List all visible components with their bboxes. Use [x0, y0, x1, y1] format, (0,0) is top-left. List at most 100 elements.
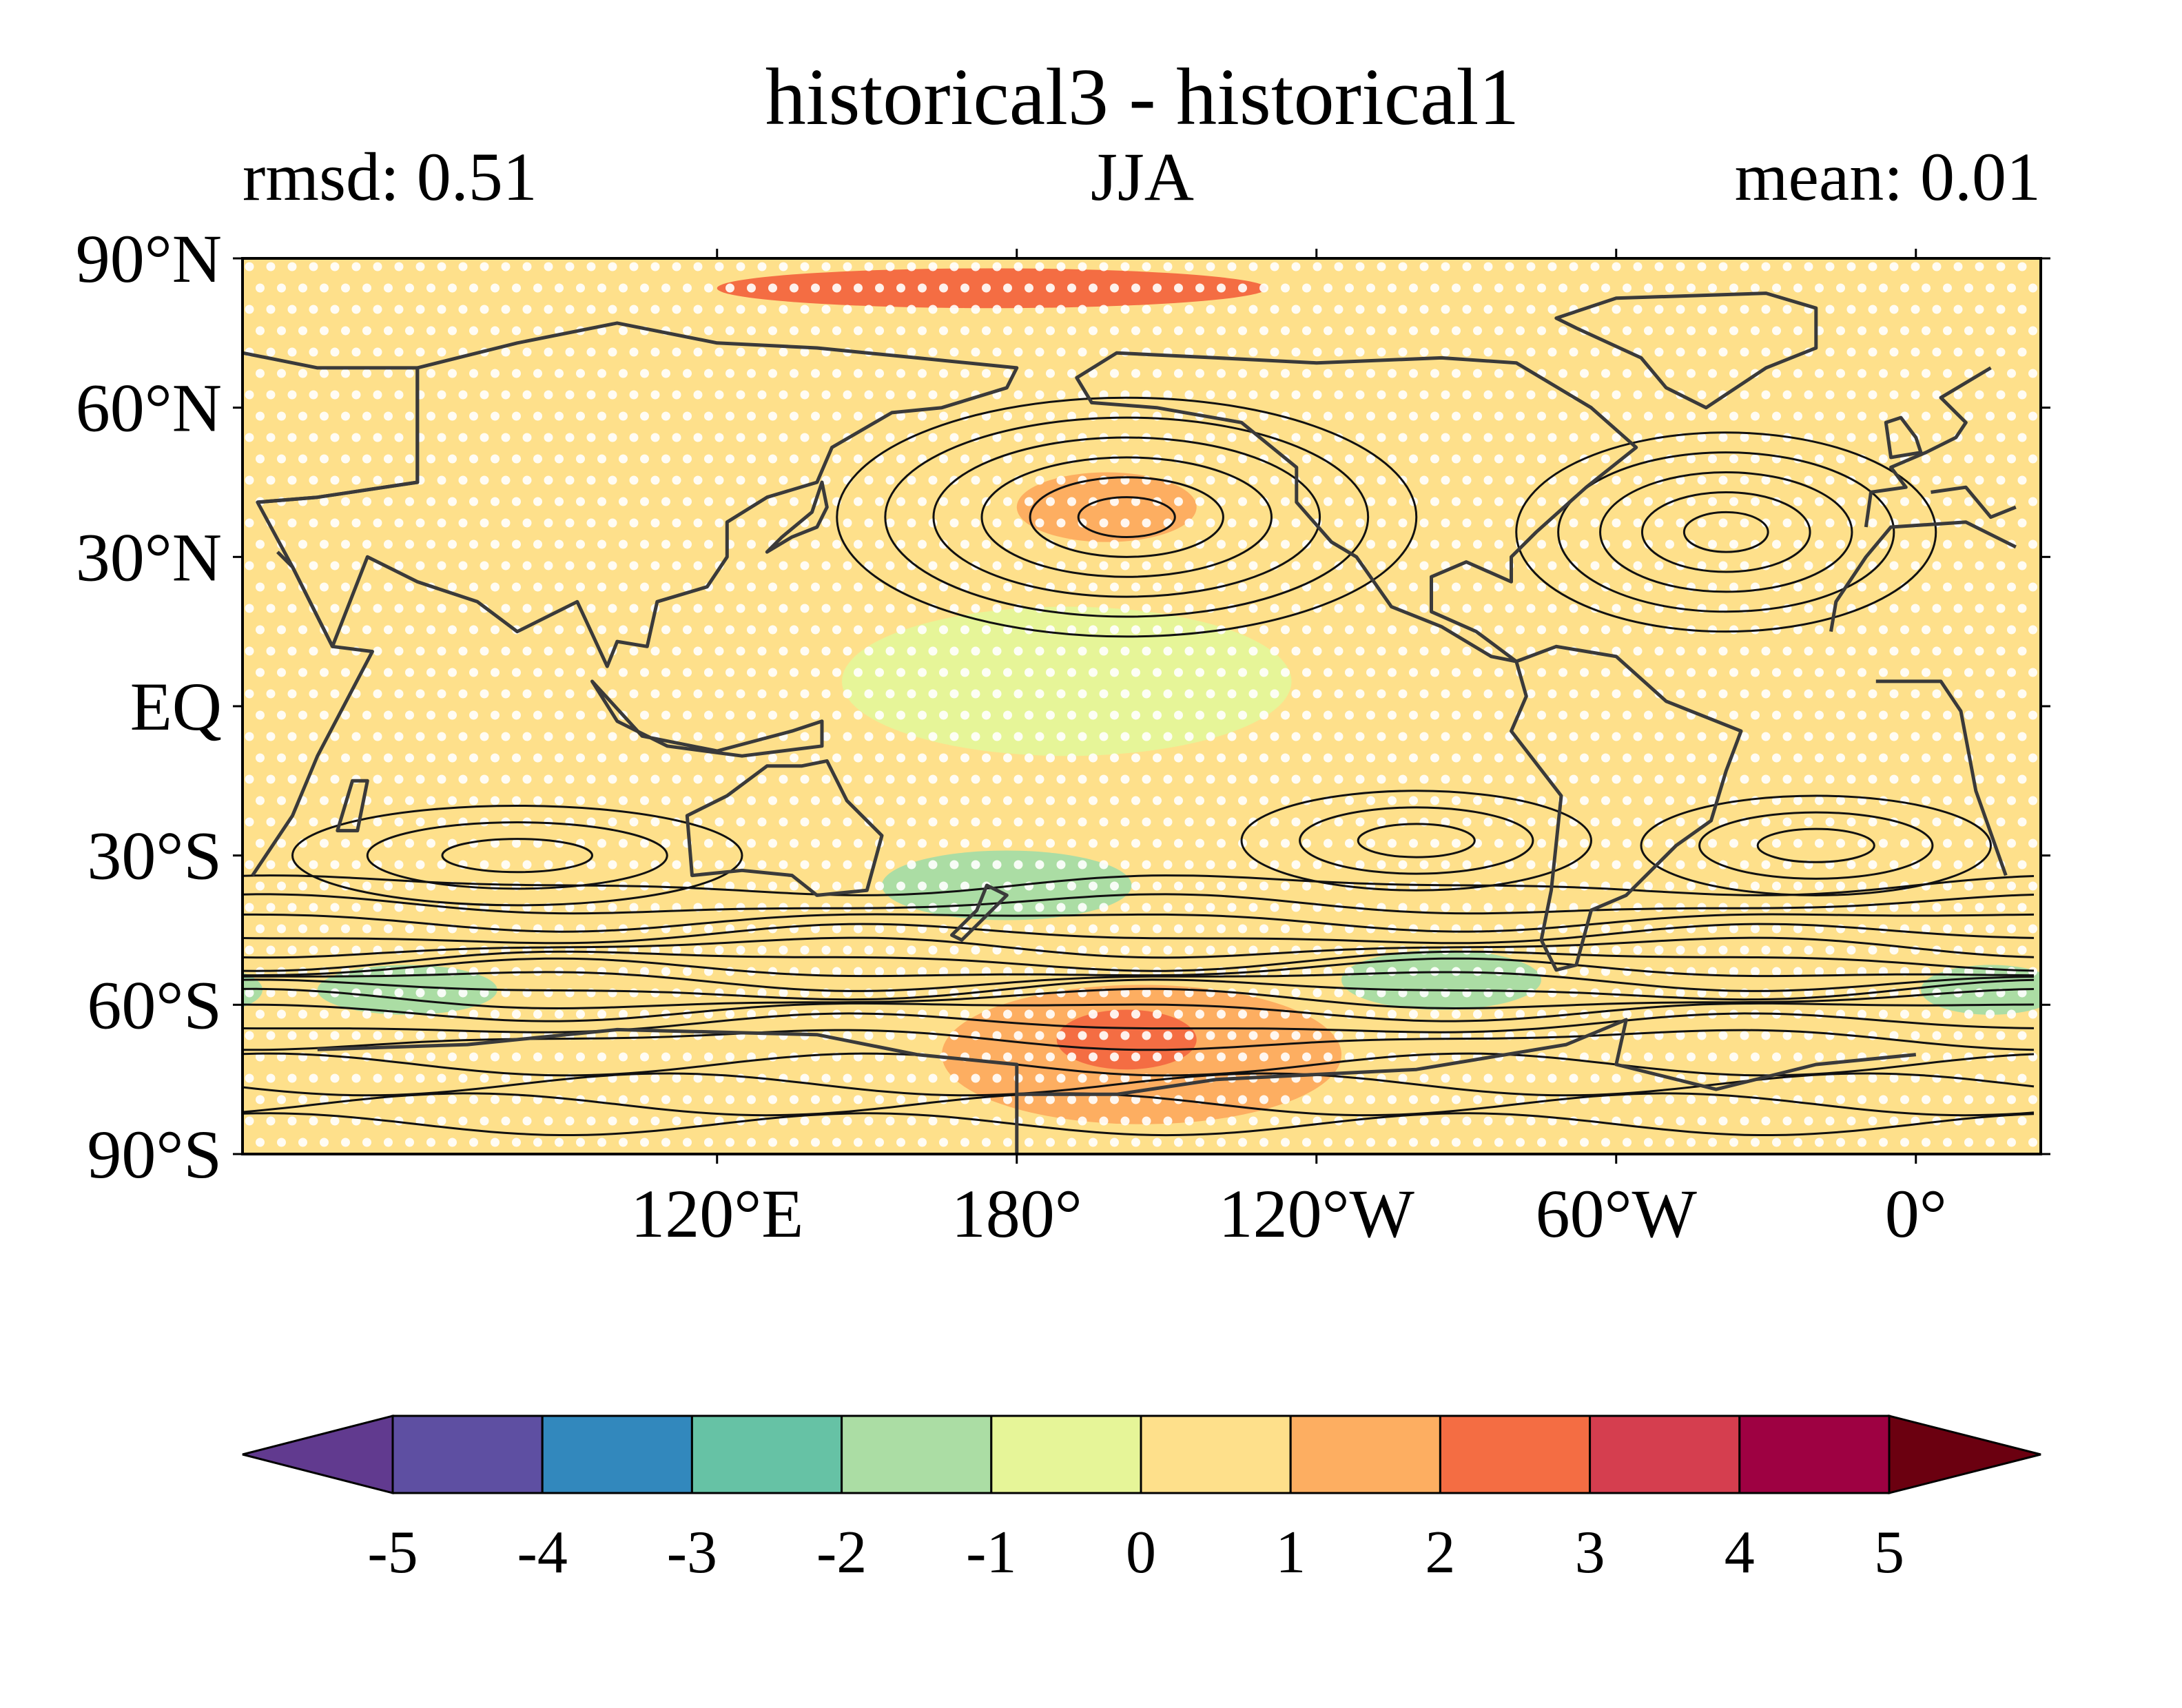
coastline-south-america: [1510, 644, 1743, 972]
mean-annotation: mean: 0.01: [1735, 138, 2041, 215]
colorbar-tick-label: 3: [1575, 1519, 1605, 1586]
lat-tick-label: 60°S: [87, 967, 222, 1043]
colorbar-tick-label: 1: [1275, 1519, 1306, 1586]
contour-north-atlantic-high-4: [1557, 451, 1895, 613]
contour-south-pacific-high-1: [1357, 823, 1476, 858]
significance-stipple: [245, 262, 2037, 1147]
colorbar-segment-6: [1289, 1414, 1441, 1494]
colorbar-under-arrow: [242, 1414, 394, 1494]
colorbar-segment-0: [391, 1414, 544, 1494]
contour-storm-track-2: [243, 913, 2035, 933]
coastlines: [243, 291, 2017, 1154]
rmsd-annotation: rmsd: 0.51: [243, 138, 537, 215]
colorbar-tick-label: 2: [1425, 1519, 1455, 1586]
contour-south-atlantic-high-3: [1640, 794, 1992, 896]
lon-tick-label: 0°: [1885, 1175, 1947, 1252]
contour-antarctic-3: [243, 1112, 2035, 1137]
colorbar-segment-8: [1589, 1414, 1741, 1494]
contour-north-pacific-high-3: [980, 456, 1273, 578]
contour-storm-track-10: [243, 1002, 2035, 1022]
anomaly-patch-north-atlantic-positive: [1591, 497, 1841, 617]
contour-storm-track-6: [243, 957, 2035, 978]
colorbar-segment-1: [541, 1414, 693, 1494]
colorbar-over-arrow: [1888, 1414, 2041, 1494]
lon-tick-label: 120°W: [1219, 1175, 1415, 1252]
contour-storm-track-0: [243, 874, 2035, 896]
contour-storm-track-11: [243, 1012, 2035, 1033]
contour-antarctic-0: [243, 1052, 2035, 1077]
anomaly-patch-indian-negative: [317, 965, 497, 1015]
map-panel: 90°N 60°N 30°N EQ 30°S 60°S 90°S 120°E 180° 120°W…: [76, 220, 2050, 1252]
colorbar-segment-2: [690, 1414, 843, 1494]
colorbar-tick-label: -2: [816, 1519, 867, 1586]
coastline-europe-0: [1864, 366, 1992, 528]
contour-north-atlantic-high-3: [1599, 471, 1853, 593]
coastline-africa-2: [1875, 679, 2008, 876]
colorbar: -5 -4 -3 -2 -1 0 1 2 3 4 5: [242, 1414, 2041, 1586]
coastline-antarctica-1: [1016, 1018, 1917, 1096]
colorbar-segment-4: [990, 1414, 1142, 1494]
contour-storm-track-4: [243, 936, 2035, 959]
coastline-europe-2: [1931, 485, 2017, 519]
lat-tick-label: 90°N: [76, 220, 222, 297]
lat-tick-label: 90°S: [87, 1116, 222, 1193]
lon-tick-label: 120°E: [630, 1175, 803, 1252]
lat-tick-label: 30°N: [76, 519, 222, 595]
anomaly-patch-south-atlantic-positive: [1691, 706, 1941, 856]
coastline-greenland: [1554, 291, 1818, 410]
coastline-indonesia: [590, 679, 824, 758]
colorbar-tick-label: -5: [367, 1519, 418, 1586]
colorbar-tick-label: 0: [1126, 1519, 1156, 1586]
coastline-australia: [685, 759, 884, 897]
lat-tick-label: 60°N: [76, 370, 222, 446]
contour-north-atlantic-high-2: [1640, 491, 1811, 573]
colorbar-tick-label: 5: [1874, 1519, 1904, 1586]
coastline-japan: [765, 480, 829, 554]
contour-antarctic-2: [243, 1092, 2035, 1117]
contour-north-pacific-high-2: [1029, 476, 1224, 558]
coastline-north-america: [1075, 351, 1638, 663]
axis-ticks: 90°N 60°N 30°N EQ 30°S 60°S 90°S 120°E 180° 120°W…: [76, 220, 2050, 1252]
coastline-madagascar: [336, 779, 369, 833]
colorbar-segment-9: [1738, 1414, 1891, 1494]
coastline-new-zealand: [950, 883, 1009, 942]
contour-storm-track-7: [243, 971, 2035, 992]
colorbar-tick-label: 4: [1725, 1519, 1755, 1586]
contour-south-indian-high-3: [291, 804, 743, 907]
contour-storm-track-1: [243, 893, 2035, 915]
contour-south-pacific-high-3: [1240, 790, 1592, 892]
colorbar-segment-3: [841, 1414, 993, 1494]
stipple-dots: [245, 262, 2037, 1147]
contour-north-pacific-high-6: [836, 396, 1418, 638]
colorbar-tick-label: -4: [517, 1519, 568, 1586]
contour-south-pacific-high-2: [1299, 806, 1534, 875]
colorbar-tick-label: -1: [966, 1519, 1016, 1586]
lon-tick-label: 60°W: [1536, 1175, 1698, 1252]
climatology-contours: [243, 396, 2035, 1137]
contour-storm-track-8: [243, 978, 2035, 1001]
contour-storm-track-3: [243, 923, 2035, 945]
coastline-uk: [1884, 415, 1923, 460]
contour-north-pacific-high-5: [884, 416, 1370, 618]
contour-south-atlantic-high-1: [1756, 827, 1875, 863]
contour-south-indian-high-2: [366, 821, 668, 890]
coastline-africa-0: [1829, 520, 2017, 632]
contour-north-pacific-high-1: [1077, 496, 1176, 538]
contour-north-pacific-high-4: [932, 436, 1321, 598]
season-annotation: JJA: [1091, 138, 1194, 215]
contour-antarctic-1: [243, 1072, 2035, 1097]
contour-south-indian-high-1: [441, 838, 593, 874]
contour-north-atlantic-high-5: [1515, 431, 1937, 633]
contour-south-atlantic-high-2: [1698, 811, 1934, 880]
coastline-antarctica-0: [317, 1027, 1019, 1154]
colorbar-segment-7: [1439, 1414, 1592, 1494]
anomaly-patch-arctic-positive: [717, 268, 1267, 309]
colorbar-tick-label: -3: [667, 1519, 717, 1586]
figure-title: historical3 - historical1: [765, 52, 1520, 142]
contour-north-atlantic-high-1: [1682, 511, 1769, 553]
contour-storm-track-9: [243, 987, 2035, 1010]
colorbar-segment-5: [1140, 1414, 1292, 1494]
coastline-asia: [256, 321, 1019, 668]
contour-storm-track-5: [243, 950, 2035, 972]
